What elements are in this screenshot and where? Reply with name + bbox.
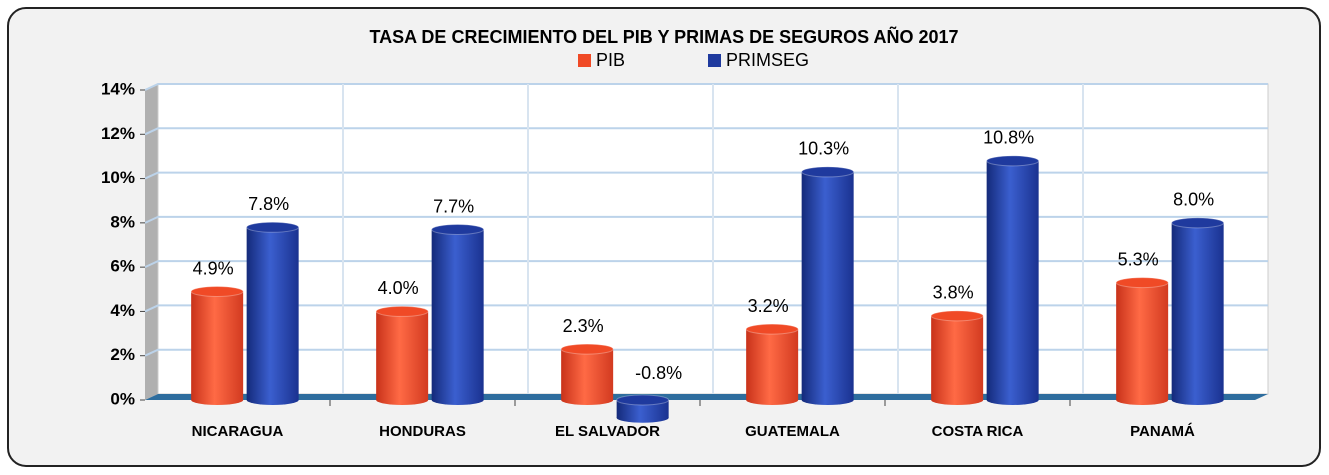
bar bbox=[801, 171, 854, 400]
bar-base bbox=[616, 412, 669, 423]
bar-base bbox=[1171, 395, 1224, 405]
bar-base bbox=[931, 395, 984, 405]
y-tick-label: 0% bbox=[110, 389, 135, 408]
x-tick-label: HONDURAS bbox=[379, 423, 466, 440]
value-label: 8.0% bbox=[1173, 190, 1214, 210]
y-tick-label: 4% bbox=[110, 301, 135, 320]
bar bbox=[431, 229, 484, 400]
bar-base bbox=[191, 395, 244, 405]
legend-swatch bbox=[578, 54, 591, 67]
bar bbox=[191, 291, 244, 400]
y-tick-label: 8% bbox=[110, 212, 135, 231]
bar-cap bbox=[246, 221, 300, 233]
value-label: 7.8% bbox=[248, 194, 289, 214]
bar bbox=[616, 400, 669, 418]
y-tick-label: 10% bbox=[101, 168, 135, 187]
legend-swatch bbox=[708, 54, 721, 67]
y-tick-label: 14% bbox=[101, 79, 135, 98]
bar-cap bbox=[1115, 277, 1169, 289]
bar bbox=[1116, 282, 1169, 400]
value-label: 5.3% bbox=[1118, 249, 1159, 269]
y-tick-label: 2% bbox=[110, 345, 135, 364]
y-tick-label: 6% bbox=[110, 257, 135, 276]
bar-cap bbox=[1171, 217, 1225, 229]
bar bbox=[931, 315, 984, 400]
bar-cap bbox=[431, 224, 485, 235]
bar-base bbox=[986, 395, 1039, 405]
bar-base bbox=[376, 395, 429, 405]
floor bbox=[145, 394, 1268, 400]
value-label: 10.3% bbox=[798, 139, 849, 159]
bar-cap bbox=[986, 155, 1040, 167]
y-tick-label: 12% bbox=[101, 124, 135, 143]
bar-cap bbox=[801, 166, 855, 178]
bar bbox=[746, 329, 799, 400]
bar-cap bbox=[560, 343, 614, 355]
bar-cap bbox=[375, 305, 429, 317]
x-tick-label: EL SALVADOR bbox=[555, 423, 660, 440]
value-label: 3.8% bbox=[933, 283, 974, 303]
bar-base bbox=[746, 395, 799, 405]
value-label: 4.0% bbox=[378, 278, 419, 298]
bar bbox=[986, 160, 1039, 400]
bar bbox=[561, 349, 614, 400]
bar-base bbox=[1116, 395, 1169, 405]
chart-title: TASA DE CRECIMIENTO DEL PIB Y PRIMAS DE … bbox=[369, 26, 958, 47]
bar-cap bbox=[930, 310, 984, 322]
bar-base bbox=[246, 395, 299, 405]
legend-label: PRIMSEG bbox=[726, 50, 809, 70]
bar-base bbox=[431, 395, 484, 405]
x-tick-label: COSTA RICA bbox=[932, 423, 1024, 440]
value-label: -0.8% bbox=[635, 363, 682, 383]
side-wall bbox=[145, 84, 158, 400]
value-label: 2.3% bbox=[563, 316, 604, 336]
value-label: 10.8% bbox=[983, 128, 1034, 148]
bar-base bbox=[801, 395, 854, 405]
legend-label: PIB bbox=[596, 50, 625, 70]
value-label: 3.2% bbox=[748, 296, 789, 316]
bar-cap bbox=[616, 394, 670, 406]
bar-cap bbox=[190, 286, 244, 297]
value-label: 4.9% bbox=[193, 258, 234, 278]
x-tick-label: GUATEMALA bbox=[745, 423, 840, 440]
bar-cap bbox=[745, 323, 799, 335]
bar bbox=[1171, 222, 1224, 400]
value-label: 7.7% bbox=[433, 196, 474, 216]
x-tick-label: PANAMÁ bbox=[1130, 423, 1195, 440]
bar-base bbox=[561, 395, 614, 405]
bar bbox=[376, 311, 429, 400]
x-tick-label: NICARAGUA bbox=[192, 423, 284, 440]
bar bbox=[246, 227, 299, 400]
